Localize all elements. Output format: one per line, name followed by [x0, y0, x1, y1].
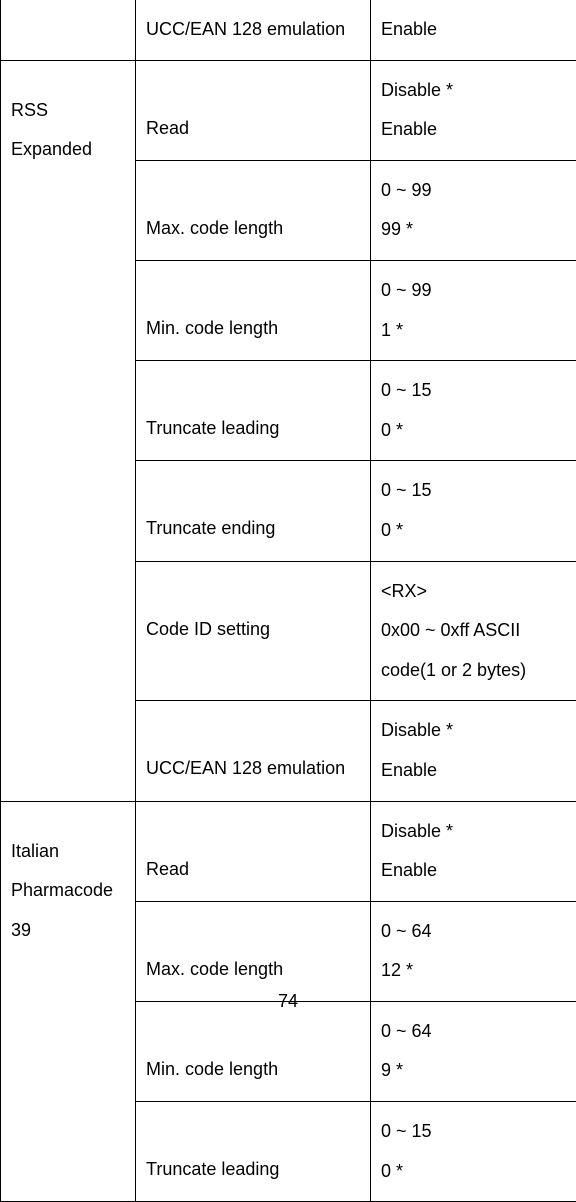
param-text: Code ID setting — [146, 572, 362, 650]
param-cell: Truncate ending — [136, 461, 371, 561]
param-text: Max. code length — [146, 912, 362, 990]
param-text: Truncate leading — [146, 371, 362, 449]
value-cell: 0 ~ 649 * — [371, 1001, 576, 1101]
value-cell: 0 ~ 150 * — [371, 1102, 576, 1202]
param-cell: Read — [136, 801, 371, 901]
param-text: UCC/EAN 128 emulation — [146, 711, 362, 789]
value-cell: Disable *Enable — [371, 801, 576, 901]
value-cell: 0 ~ 150 * — [371, 361, 576, 461]
group-cell-rss-expanded: RSS Expanded — [1, 60, 136, 801]
param-cell: UCC/EAN 128 emulation — [136, 0, 371, 60]
group-label: Italian Pharmacode 39 — [11, 812, 127, 951]
param-text: Min. code length — [146, 1012, 362, 1090]
group-label: RSS Expanded — [11, 71, 127, 170]
value-cell: Disable *Enable — [371, 701, 576, 801]
table-row: Italian Pharmacode 39 Read Disable *Enab… — [1, 801, 576, 901]
value-text: 0 ~ 991 * — [381, 280, 432, 340]
param-cell: Min. code length — [136, 260, 371, 360]
value-cell: 0 ~ 6412 * — [371, 901, 576, 1001]
param-cell: Min. code length — [136, 1001, 371, 1101]
value-cell: Enable — [371, 0, 576, 60]
value-text: Disable *Enable — [381, 80, 453, 140]
param-cell: UCC/EAN 128 emulation — [136, 701, 371, 801]
param-cell: Code ID setting — [136, 561, 371, 701]
param-cell: Max. code length — [136, 901, 371, 1001]
page-number-text: 74 — [278, 991, 298, 1011]
value-cell: <RX>0x00 ~ 0xff ASCII code(1 or 2 bytes) — [371, 561, 576, 701]
group-cell-continuation — [1, 0, 136, 60]
page-number: 74 — [0, 991, 576, 1012]
value-text: Disable *Enable — [381, 821, 453, 881]
value-text: <RX>0x00 ~ 0xff ASCII code(1 or 2 bytes) — [381, 581, 526, 680]
value-cell: 0 ~ 150 * — [371, 461, 576, 561]
param-text: UCC/EAN 128 emulation — [146, 19, 345, 39]
param-cell: Truncate leading — [136, 1102, 371, 1202]
value-cell: Disable *Enable — [371, 60, 576, 160]
param-text: Min. code length — [146, 271, 362, 349]
value-text: 0 ~ 9999 * — [381, 180, 432, 240]
param-text: Truncate ending — [146, 471, 362, 549]
value-text: 0 ~ 150 * — [381, 480, 432, 540]
table-row: RSS Expanded Read Disable *Enable — [1, 60, 576, 160]
value-text: Enable — [381, 19, 437, 39]
value-cell: 0 ~ 9999 * — [371, 160, 576, 260]
param-cell: Max. code length — [136, 160, 371, 260]
config-table: UCC/EAN 128 emulation Enable RSS Expande… — [0, 0, 576, 1202]
param-cell: Read — [136, 60, 371, 160]
param-text: Read — [146, 812, 362, 890]
param-text: Read — [146, 71, 362, 149]
table-row: UCC/EAN 128 emulation Enable — [1, 0, 576, 60]
value-text: 0 ~ 150 * — [381, 1121, 432, 1181]
param-text: Max. code length — [146, 171, 362, 249]
param-text: Truncate leading — [146, 1112, 362, 1190]
value-text: 0 ~ 6412 * — [381, 921, 432, 981]
value-cell: 0 ~ 991 * — [371, 260, 576, 360]
value-text: 0 ~ 150 * — [381, 380, 432, 440]
value-text: Disable *Enable — [381, 720, 453, 780]
param-cell: Truncate leading — [136, 361, 371, 461]
